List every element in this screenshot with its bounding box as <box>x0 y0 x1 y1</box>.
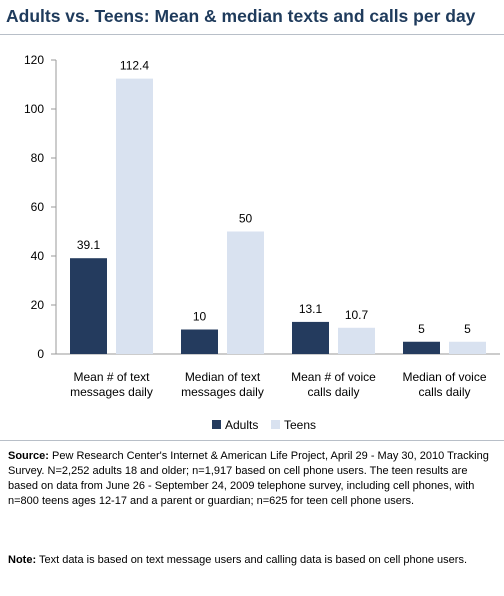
bar-teens <box>227 231 264 354</box>
x-tick-label: Mean # of text messages daily <box>70 370 153 399</box>
legend-swatch-adults <box>212 420 221 429</box>
data-label-teens: 5 <box>464 322 471 336</box>
x-tick-label: Median of text messages daily <box>181 370 264 399</box>
x-tick-label-line: Median of text <box>185 370 261 384</box>
source-divider <box>0 440 504 441</box>
chart-title: Adults vs. Teens: Mean & median texts an… <box>6 6 476 26</box>
x-tick-label: Median of voice calls daily <box>402 370 486 399</box>
data-label-teens: 10.7 <box>345 308 369 322</box>
data-label-teens: 112.4 <box>120 59 149 73</box>
x-tick-label-line: calls daily <box>307 385 359 399</box>
bar-teens <box>338 327 375 354</box>
footnote: Note: Text data is based on text message… <box>8 553 498 568</box>
data-label-adults: 39.1 <box>77 238 101 252</box>
bar-teens <box>116 78 153 354</box>
bar-teens <box>449 341 486 354</box>
bar-adults <box>292 321 329 354</box>
x-tick-label-line: messages daily <box>181 385 264 399</box>
bar-adults <box>181 329 218 354</box>
source-text: Pew Research Center's Internet & America… <box>8 450 489 507</box>
y-tick-label: 0 <box>37 347 44 361</box>
y-tick-label: 20 <box>31 298 45 312</box>
y-tick-label: 100 <box>24 102 44 116</box>
x-tick-label-line: messages daily <box>70 385 153 399</box>
bar-adults <box>403 341 440 354</box>
y-tick-label: 80 <box>31 151 45 165</box>
y-tick-label: 40 <box>31 249 45 263</box>
x-tick-label-line: calls daily <box>418 385 470 399</box>
data-label-adults: 10 <box>193 310 207 324</box>
bar-adults <box>70 258 107 354</box>
data-label-adults: 5 <box>418 322 425 336</box>
source-label: Source: <box>8 450 49 462</box>
legend-label-teens: Teens <box>284 418 316 432</box>
legend-label-adults: Adults <box>225 418 258 432</box>
note-label: Note: <box>8 554 37 566</box>
y-tick-label: 120 <box>24 53 44 67</box>
source-note: Source: Pew Research Center's Internet &… <box>8 449 498 509</box>
legend-swatch-teens <box>271 420 280 429</box>
data-label-adults: 13.1 <box>299 302 323 316</box>
title-divider <box>0 34 504 35</box>
note-text: Text data is based on text message users… <box>36 554 468 566</box>
data-label-teens: 50 <box>239 212 253 226</box>
y-tick-label: 60 <box>31 200 45 214</box>
x-tick-label-line: Median of voice <box>402 370 486 384</box>
x-tick-label: Mean # of voice calls daily <box>291 370 376 399</box>
x-tick-label-line: Mean # of text <box>73 370 150 384</box>
x-tick-label-line: Mean # of voice <box>291 370 376 384</box>
